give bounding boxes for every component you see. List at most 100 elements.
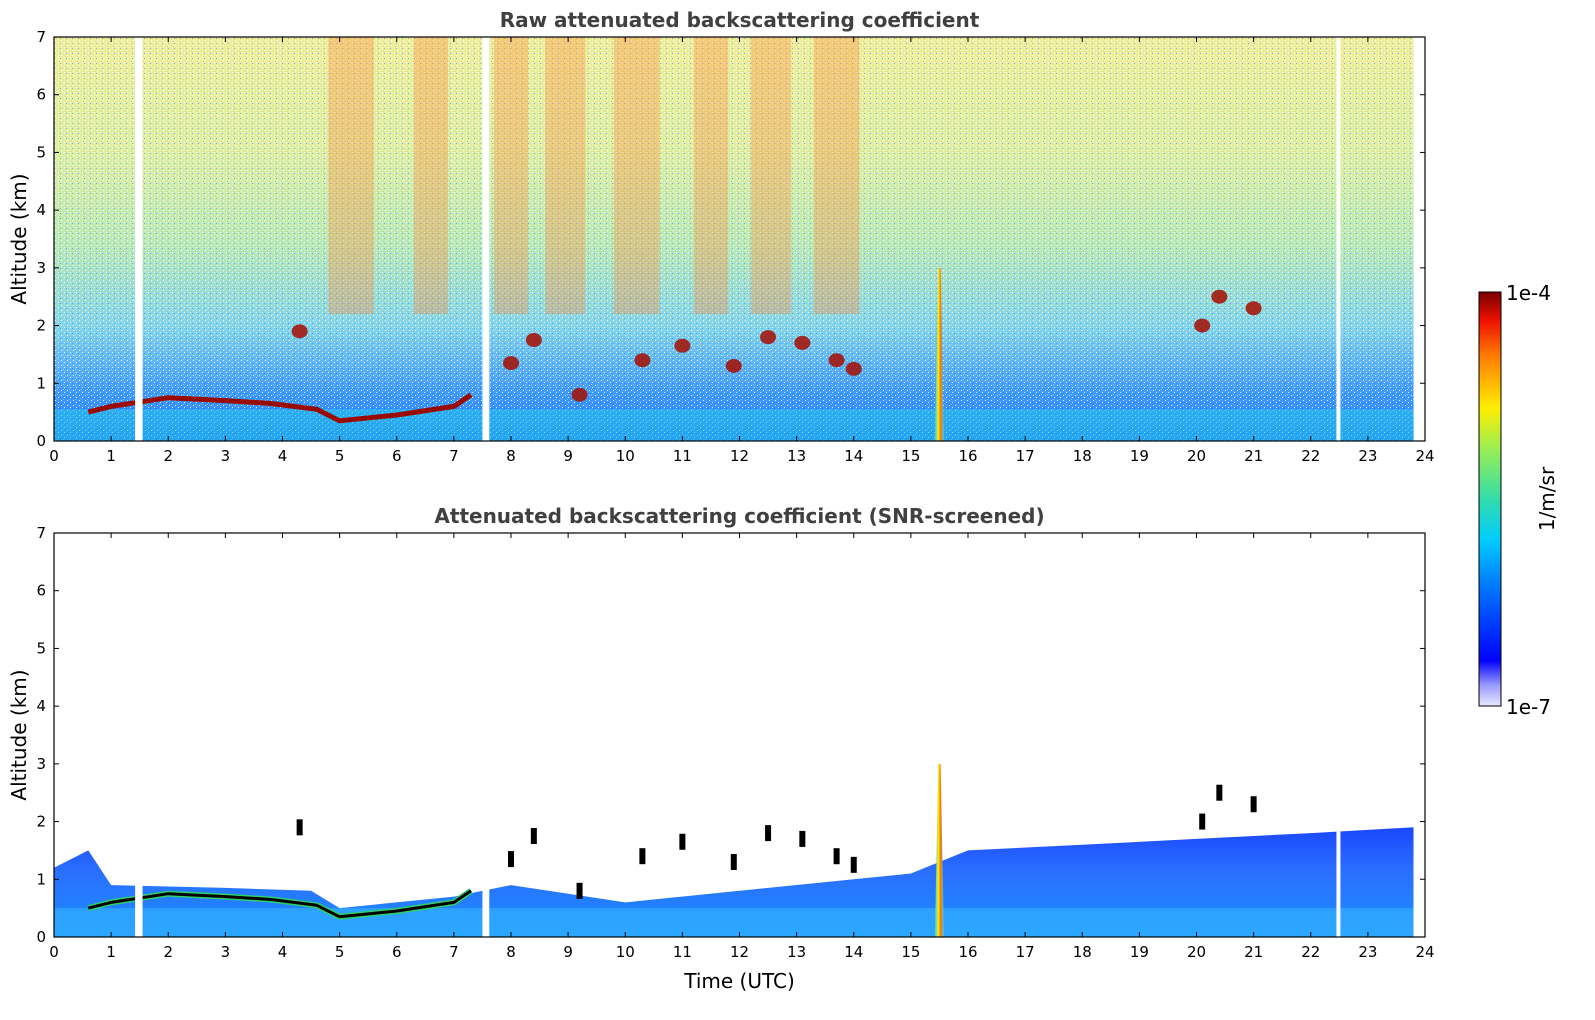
top-y-axis: 0 1 2 3 4 5 6 7 (36, 28, 1425, 450)
x-tick-label: 9 (563, 943, 573, 961)
data-gap (482, 533, 490, 937)
colorbar: 1e-4 1e-7 1/m/sr (1478, 281, 1559, 719)
bottom-panel: Attenuated backscattering coefficient (S… (7, 504, 1435, 993)
x-tick-label: 8 (506, 447, 516, 465)
x-tick-label: 18 (1073, 943, 1092, 961)
x-tick-label: 20 (1187, 943, 1206, 961)
y-tick-label: 0 (36, 432, 46, 450)
cloud-feature (845, 361, 862, 376)
y-tick-label: 6 (36, 582, 46, 600)
colorbar-unit-label: 1/m/sr (1535, 466, 1559, 531)
cloud-feature (850, 856, 857, 873)
bottom-y-axis-label: Altitude (km) (7, 669, 31, 800)
cloud-feature (291, 324, 308, 339)
noise-band (693, 37, 729, 315)
cloud-feature (530, 828, 537, 844)
colorbar-min-label: 1e-7 (1506, 695, 1551, 719)
precip-streak (934, 763, 945, 937)
noise-band (328, 37, 374, 315)
data-gap (135, 37, 143, 441)
y-tick-label: 5 (36, 143, 46, 161)
x-tick-label: 19 (1130, 943, 1149, 961)
bottom-panel-title: Attenuated backscattering coefficient (S… (434, 504, 1044, 528)
data-gap (1336, 533, 1341, 937)
colorbar-gradient (1478, 291, 1502, 707)
x-tick-label: 2 (163, 447, 173, 465)
data-gap (482, 37, 490, 441)
x-tick-label: 3 (221, 943, 231, 961)
x-tick-label: 14 (844, 943, 863, 961)
bottom-marks (54, 533, 1425, 937)
x-tick-label: 23 (1358, 447, 1377, 465)
cloud-feature (799, 830, 806, 847)
cloud-feature (760, 330, 777, 345)
cloud-feature (794, 335, 811, 350)
x-tick-label: 4 (278, 447, 288, 465)
x-tick-label: 11 (673, 943, 692, 961)
x-tick-label: 21 (1244, 447, 1263, 465)
cloud-feature (508, 851, 514, 868)
y-tick-label: 1 (36, 870, 46, 888)
cloud-feature (576, 882, 583, 899)
y-tick-label: 0 (36, 928, 46, 946)
y-tick-label: 7 (36, 28, 46, 46)
x-tick-label: 24 (1415, 943, 1434, 961)
x-tick-label: 10 (616, 943, 635, 961)
top-marks (54, 37, 1425, 441)
x-tick-label: 4 (278, 943, 288, 961)
x-tick-label: 8 (506, 943, 516, 961)
y-tick-label: 5 (36, 639, 46, 657)
cloud-feature (503, 356, 519, 371)
x-tick-label: 12 (730, 447, 749, 465)
y-tick-label: 4 (36, 201, 46, 219)
x-tick-label: 14 (844, 447, 863, 465)
data-gap (1413, 37, 1425, 441)
noise-band (813, 37, 860, 315)
y-tick-label: 4 (36, 697, 46, 715)
top-panel: Raw attenuated backscattering coefficien… (7, 8, 1435, 465)
cloud-feature (296, 819, 303, 836)
x-tick-label: 15 (901, 447, 920, 465)
cloud-feature (765, 825, 772, 842)
y-tick-label: 1 (36, 374, 46, 392)
y-tick-label: 7 (36, 524, 46, 542)
cloud-feature (1216, 784, 1223, 801)
x-tick-label: 21 (1244, 943, 1263, 961)
x-tick-label: 13 (787, 943, 806, 961)
x-tick-label: 1 (106, 447, 116, 465)
x-tick-label: 16 (958, 943, 977, 961)
x-tick-label: 16 (958, 447, 977, 465)
x-tick-label: 22 (1301, 447, 1320, 465)
x-tick-label: 20 (1187, 447, 1206, 465)
x-tick-label: 13 (787, 447, 806, 465)
top-x-axis: 0 1 2 3 4 5 6 7 8 9 10 11 12 13 14 15 16 17 18 19 20 21 22 23 24 (49, 37, 1435, 465)
noise-band (545, 37, 586, 315)
noise-band (613, 37, 660, 315)
x-tick-label: 17 (1016, 447, 1035, 465)
x-tick-label: 2 (163, 943, 173, 961)
cloud-feature (725, 358, 742, 373)
top-heatmap (54, 37, 1425, 441)
bottom-x-axis: 0 1 2 3 4 5 6 7 8 9 10 11 12 13 14 15 16 17 18 19 20 21 22 23 24 (49, 533, 1435, 961)
x-tick-label: 15 (901, 943, 920, 961)
x-axis-label: Time (UTC) (683, 969, 795, 993)
cloud-feature (1211, 289, 1228, 304)
data-gap (1336, 37, 1341, 441)
cloud-feature (639, 848, 646, 865)
x-tick-label: 7 (449, 943, 459, 961)
x-tick-label: 17 (1016, 943, 1035, 961)
cloud-feature (571, 387, 588, 402)
x-tick-label: 6 (392, 943, 402, 961)
y-tick-label: 3 (36, 755, 46, 773)
cloud-feature (634, 353, 651, 368)
top-y-axis-label: Altitude (km) (7, 173, 31, 304)
x-tick-label: 10 (616, 447, 635, 465)
surface-layer (54, 908, 1414, 937)
data-gap (135, 533, 143, 937)
top-heatmap-noise (54, 37, 1414, 441)
x-tick-label: 0 (49, 943, 59, 961)
x-tick-label: 12 (730, 943, 749, 961)
y-tick-label: 2 (36, 813, 46, 831)
x-tick-label: 9 (563, 447, 573, 465)
